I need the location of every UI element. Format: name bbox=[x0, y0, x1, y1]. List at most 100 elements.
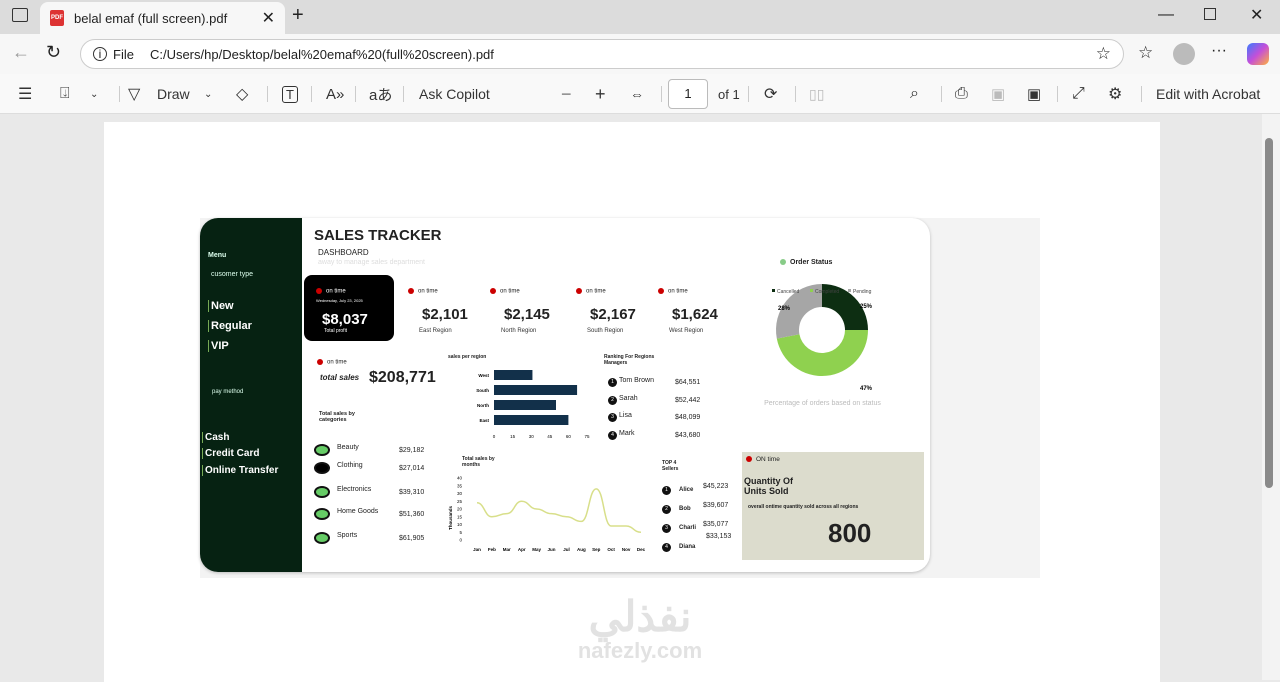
sales-line bbox=[476, 488, 642, 533]
category-icon bbox=[314, 508, 330, 520]
url-text: C:/Users/hp/Desktop/belal%20emaf%20(full… bbox=[149, 46, 494, 62]
bar bbox=[494, 415, 569, 425]
dashboard-title: SALES TRACKER bbox=[314, 227, 442, 244]
back-icon[interactable]: ← bbox=[12, 42, 30, 62]
rank-badge: 1 bbox=[608, 378, 617, 387]
refresh-icon[interactable]: ↻ bbox=[46, 42, 62, 62]
fullscreen-icon[interactable]: ⤢ bbox=[1072, 85, 1085, 102]
favorites-icon[interactable]: ☆ bbox=[1138, 43, 1154, 62]
translate-icon[interactable]: aあ bbox=[369, 86, 393, 104]
filter-new[interactable]: New bbox=[208, 300, 234, 312]
month-label: Feb bbox=[488, 547, 496, 552]
region-status: on time bbox=[658, 288, 688, 295]
filter-cash[interactable]: Cash bbox=[202, 432, 229, 443]
favorite-star-icon[interactable]: ☆ bbox=[1095, 44, 1111, 63]
region-label: East Region bbox=[419, 328, 452, 334]
highlight-dropdown-icon[interactable]: ⌄ bbox=[90, 88, 99, 100]
category-icon bbox=[314, 462, 330, 474]
filter-vip[interactable]: VIP bbox=[208, 340, 229, 352]
page-number-input[interactable]: 1 bbox=[668, 79, 708, 109]
manager-name: Lisa bbox=[619, 412, 632, 419]
ask-copilot-button[interactable]: Ask Copilot bbox=[419, 86, 490, 102]
dashboard-card: Menu cusomer type New Regular VIP pay me… bbox=[200, 218, 930, 572]
search-icon[interactable]: ⌕ bbox=[910, 85, 919, 102]
pdf-toolbar: ☰ ⍗ ⌄ ▽ Draw ⌄ ◇ T A» aあ Ask Copilot − +… bbox=[0, 74, 1280, 114]
read-aloud-icon[interactable]: A» bbox=[326, 85, 345, 103]
category-value: $39,310 bbox=[399, 489, 425, 496]
close-tab-icon[interactable]: ✕ bbox=[261, 10, 275, 27]
profit-label: Total profit bbox=[324, 328, 348, 334]
legend-swatch bbox=[772, 289, 775, 292]
seller-name: Alice bbox=[679, 487, 694, 493]
sidebar-toggle-icon[interactable] bbox=[12, 8, 28, 22]
units-description: overall ontime quantity sold across all … bbox=[748, 504, 859, 510]
seller-name: Bob bbox=[679, 506, 691, 512]
charts-layer: West South North East 0 15 30 45 60 75 0 5 10 15 20 25 3… bbox=[448, 284, 873, 552]
legend-label: Pending bbox=[853, 289, 872, 295]
total-sales-status: on time bbox=[317, 359, 347, 366]
manager-name: Sarah bbox=[619, 394, 638, 402]
highlight-icon[interactable]: ⍗ bbox=[60, 85, 70, 102]
filter-regular[interactable]: Regular bbox=[208, 320, 252, 332]
bar-tick-label: 45 bbox=[547, 434, 553, 439]
info-icon[interactable]: i bbox=[93, 47, 107, 61]
rotate-icon[interactable]: ⟳ bbox=[764, 86, 778, 103]
dashboard-image: Menu cusomer type New Regular VIP pay me… bbox=[200, 218, 1040, 578]
scrollbar-thumb[interactable] bbox=[1265, 138, 1273, 488]
eraser-icon[interactable]: ◇ bbox=[236, 86, 249, 103]
more-icon[interactable]: ··· bbox=[1211, 42, 1227, 59]
bar-tick-label: 75 bbox=[584, 434, 590, 439]
bar bbox=[494, 370, 533, 380]
fit-width-icon[interactable]: ⇔ bbox=[630, 86, 644, 102]
line-tick-label: 5 bbox=[459, 530, 462, 535]
page-view-icon[interactable]: ▯▯ bbox=[809, 85, 825, 102]
zoom-in-icon[interactable]: + bbox=[595, 83, 606, 104]
maximize-icon[interactable] bbox=[1204, 8, 1216, 20]
category-value: $29,182 bbox=[399, 447, 425, 454]
month-label: Sep bbox=[592, 547, 601, 552]
copilot-icon[interactable] bbox=[1247, 43, 1269, 65]
bar-tick-label: 60 bbox=[566, 434, 572, 439]
save-icon[interactable]: ▣ bbox=[991, 86, 1006, 103]
menu-label: Menu bbox=[208, 252, 227, 259]
bar-category-label: North bbox=[477, 403, 489, 408]
bar bbox=[494, 385, 578, 395]
page-count: of 1 bbox=[718, 86, 740, 102]
order-status-title: Order Status bbox=[780, 259, 832, 266]
region-status: on time bbox=[408, 288, 438, 295]
month-label: Dec bbox=[637, 547, 646, 552]
profit-value: $8,037 bbox=[322, 311, 368, 328]
edit-with-acrobat-button[interactable]: Edit with Acrobat bbox=[1156, 86, 1261, 102]
dashboard-tagline: away to manage sales department bbox=[318, 259, 426, 266]
profit-date: Wednesday, July 23, 2025 bbox=[316, 298, 363, 303]
legend-label: Completed bbox=[815, 289, 839, 295]
seller-name: Diana bbox=[679, 544, 696, 550]
draw-button[interactable]: Draw bbox=[157, 86, 190, 102]
save-as-icon[interactable]: ▣ bbox=[1027, 86, 1042, 103]
draw-icon[interactable]: ▽ bbox=[128, 86, 141, 103]
contents-icon[interactable]: ☰ bbox=[18, 86, 33, 103]
manager-name: Tom Brown bbox=[619, 377, 655, 384]
draw-dropdown-icon[interactable]: ⌄ bbox=[204, 88, 213, 100]
zoom-out-icon[interactable]: − bbox=[561, 83, 572, 104]
seller-rank-badge: 4 bbox=[662, 543, 671, 552]
url-field[interactable]: i File C:/Users/hp/Desktop/belal%20emaf%… bbox=[80, 39, 1124, 69]
new-tab-icon[interactable]: + bbox=[292, 4, 304, 26]
donut-percent-label: 47% bbox=[860, 386, 873, 392]
seller-sales: $45,223 bbox=[703, 483, 729, 490]
settings-gear-icon[interactable]: ⚙ bbox=[1108, 86, 1123, 103]
filter-online-transfer[interactable]: Online Transfer bbox=[202, 465, 278, 476]
region-value: $2,101 bbox=[422, 306, 468, 323]
close-window-icon[interactable]: ✕ bbox=[1250, 7, 1264, 24]
tab-pdf[interactable]: PDF belal emaf (full screen).pdf ✕ bbox=[40, 2, 285, 34]
filter-credit-card[interactable]: Credit Card bbox=[202, 448, 259, 459]
avatar[interactable] bbox=[1173, 43, 1195, 65]
minimize-icon[interactable]: — bbox=[1158, 6, 1174, 23]
month-label: Jul bbox=[563, 547, 570, 552]
region-label: North Region bbox=[501, 328, 537, 334]
units-title: Quantity Of Units Sold bbox=[744, 476, 793, 496]
print-icon[interactable]: ⎙ bbox=[955, 85, 968, 102]
profit-card: on time Wednesday, July 23, 2025 $8,037 … bbox=[304, 275, 394, 341]
text-box-icon[interactable]: T bbox=[282, 74, 298, 114]
month-label: Apr bbox=[518, 547, 526, 552]
